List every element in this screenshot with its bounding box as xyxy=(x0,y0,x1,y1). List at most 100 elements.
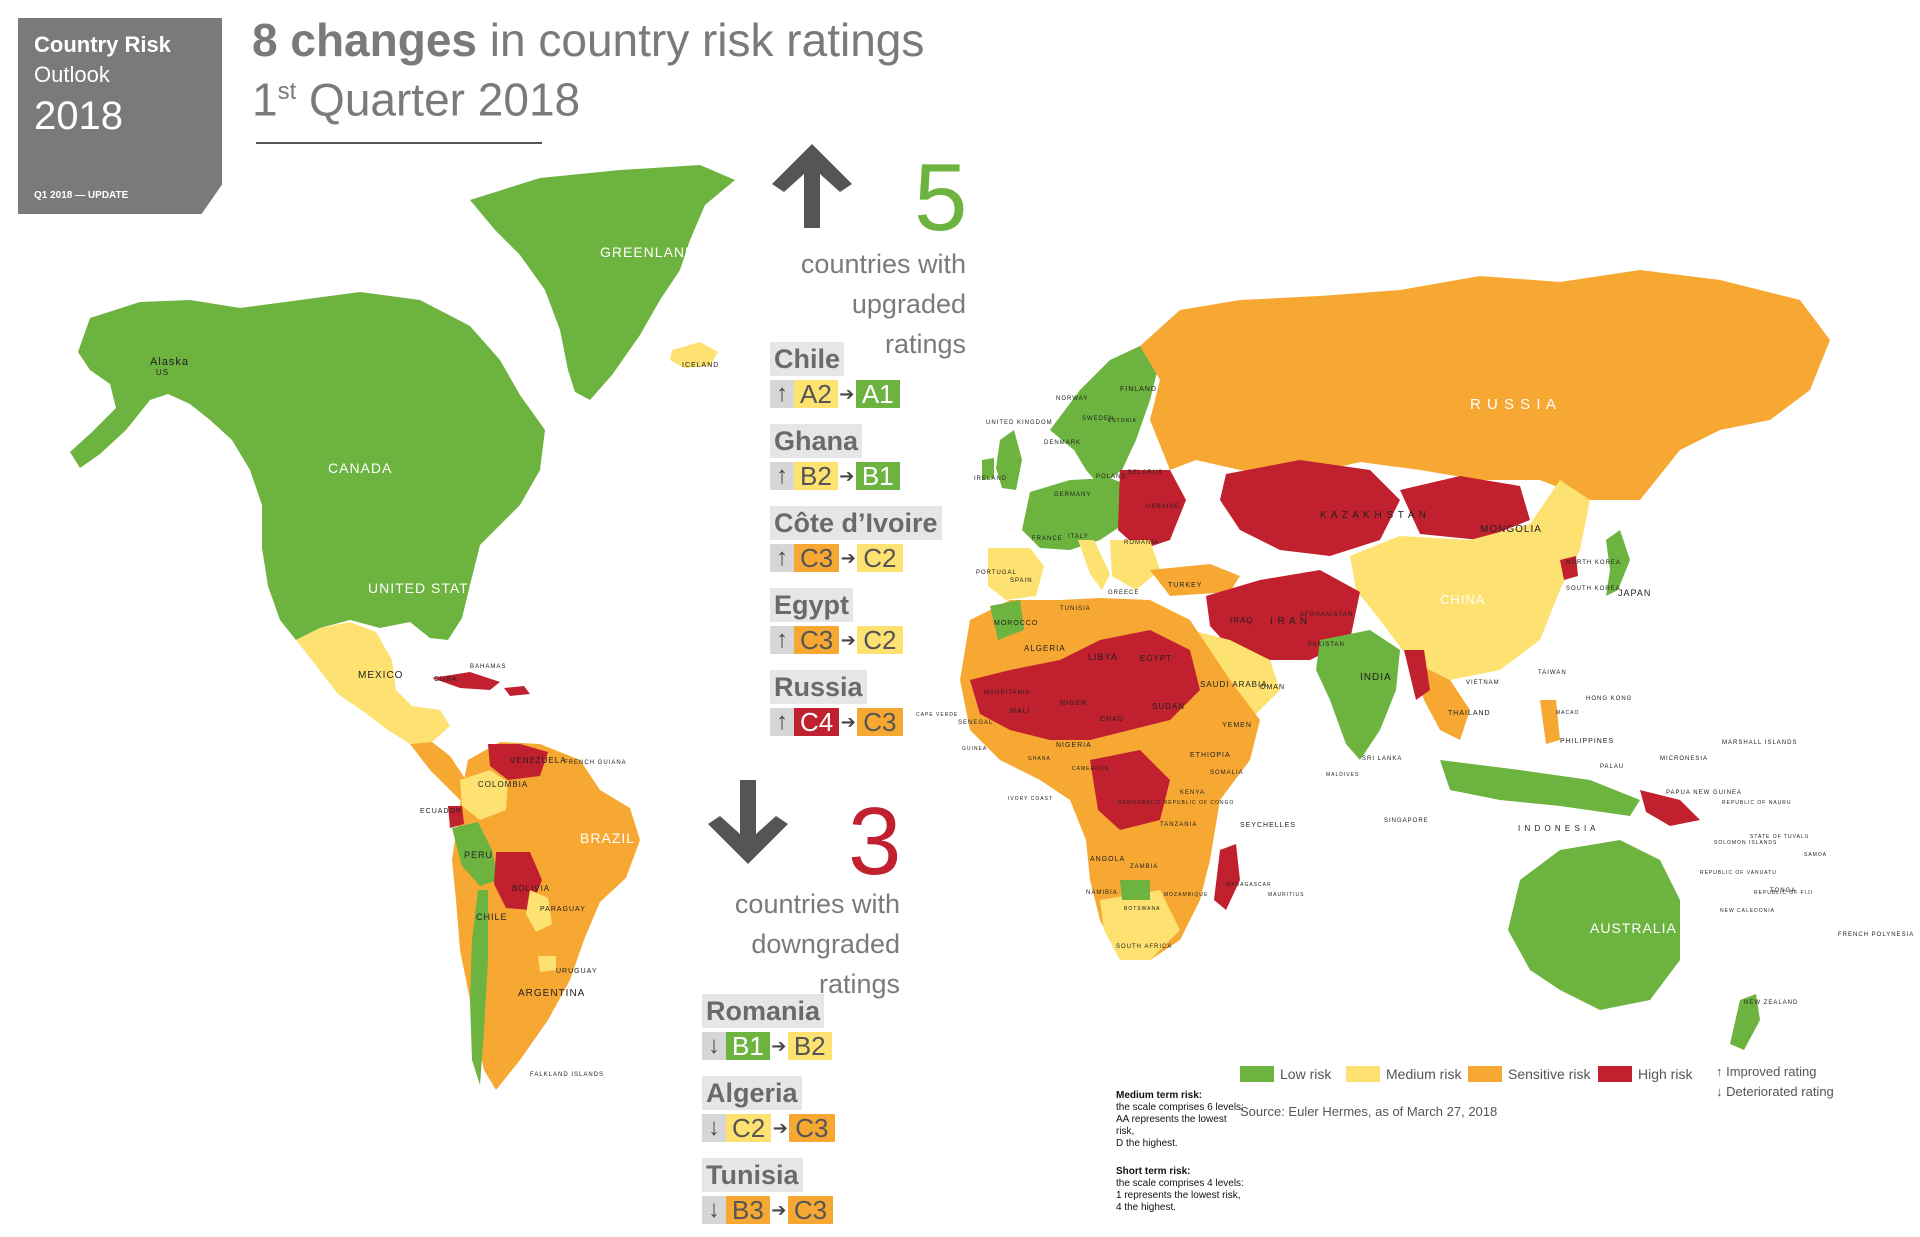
region-turkey xyxy=(1150,564,1240,596)
map-label-new-zealand: NEW ZEALAND xyxy=(1744,1000,1799,1006)
rating-arrow-icon: ↑ xyxy=(770,462,794,490)
map-label-hong-kong: HONG KONG xyxy=(1586,696,1633,702)
map-label-japan: JAPAN xyxy=(1618,588,1652,598)
region-hispaniola xyxy=(504,686,530,696)
legend-label-sensitive: Sensitive risk xyxy=(1508,1066,1591,1082)
rating-row: ↑ C3 ➔ C2 xyxy=(770,544,942,572)
arrow-right-icon: ➔ xyxy=(771,1035,787,1056)
map-label-brazil: BRAZIL xyxy=(580,830,636,846)
map-label-marshall: MARSHALL ISLANDS xyxy=(1722,740,1798,746)
map-label-french-guiana: FRENCH GUIANA xyxy=(564,760,627,766)
map-label-kazakhstan: K A Z A K H S T A N xyxy=(1320,510,1428,521)
region-iberia xyxy=(988,548,1044,600)
map-label-portugal: PORTUGAL xyxy=(976,570,1017,576)
map-label-sri-lanka: SRI LANKA xyxy=(1362,756,1403,762)
map-label-turkey: TURKEY xyxy=(1168,582,1203,589)
map-label-vietnam: VIETNAM xyxy=(1466,680,1500,686)
map-label-uruguay: URUGUAY xyxy=(556,968,598,975)
rating-from: B1 xyxy=(726,1032,770,1060)
rating-row: ↓ B3 ➔ C3 xyxy=(702,1196,834,1224)
quarter-rest: Quarter 2018 xyxy=(296,73,581,126)
arrow-right-icon: ➔ xyxy=(839,383,855,404)
mt-line3: D the highest. xyxy=(1116,1138,1178,1149)
rating-arrow-icon: ↓ xyxy=(702,1114,726,1142)
map-label-alaska-us: US xyxy=(156,368,170,377)
map-label-oman: OMAN xyxy=(1260,684,1285,691)
rating-change-1: Ghana ↑ B2 ➔ B1 xyxy=(770,424,900,490)
map-label-canada: CANADA xyxy=(328,460,393,476)
map-label-ghana: GHANA xyxy=(1028,756,1051,762)
st-line3: 4 the highest. xyxy=(1116,1202,1177,1213)
region-italy xyxy=(1078,540,1110,590)
rating-from: C4 xyxy=(794,708,840,736)
st-title: Short term risk: xyxy=(1116,1166,1191,1177)
headline-rest: in country risk ratings xyxy=(477,14,925,66)
map-label-mongolia: MONGOLIA xyxy=(1480,524,1542,535)
page-title: 8 changes in country risk ratings 1st Qu… xyxy=(252,14,924,125)
map-label-australia: AUSTRALIA xyxy=(1590,920,1677,936)
region-china xyxy=(1350,480,1590,680)
rating-row: ↓ C2 ➔ C3 xyxy=(702,1114,835,1142)
map-label-maldives: MALDIVES xyxy=(1326,772,1360,778)
map-label-tonga: TONGA xyxy=(1770,888,1797,894)
rating-change-1: Algeria ↓ C2 ➔ C3 xyxy=(702,1076,835,1142)
region-scandinavia xyxy=(1050,346,1160,486)
map-label-peru: PERU xyxy=(464,850,494,860)
map-label-saudi-arabia: SAUDI ARABIA xyxy=(1200,680,1268,689)
map-label-ireland: IRELAND xyxy=(974,476,1008,482)
map-label-belarus: BELARUS xyxy=(1128,470,1164,476)
map-label-ethiopia: ETHIOPIA xyxy=(1190,752,1231,759)
rating-country: Russia xyxy=(770,670,867,704)
map-label-estonia: ESTONIA xyxy=(1108,418,1137,424)
region-west-europe xyxy=(1022,478,1140,550)
tag-subtitle: Outlook xyxy=(34,62,110,87)
map-label-new-caledonia: NEW CALEDONIA xyxy=(1720,908,1775,914)
arrow-right-icon: ➔ xyxy=(840,629,856,650)
map-label-namibia: NAMIBIA xyxy=(1086,890,1118,896)
region-drc xyxy=(1090,750,1170,830)
arrow-right-icon: ➔ xyxy=(772,1117,788,1138)
map-label-pakistan: PAKISTAN xyxy=(1308,642,1345,648)
rating-country: Romania xyxy=(702,994,825,1028)
rating-country: Tunisia xyxy=(702,1158,803,1192)
map-label-mali: MALI xyxy=(1010,708,1031,715)
region-iran-central xyxy=(1206,570,1360,660)
map-label-fiji: REPUBLIC OF FIJI xyxy=(1754,890,1814,896)
legend-improved: ↑ Improved rating xyxy=(1716,1064,1817,1079)
map-label-north-korea: NORTH KOREA xyxy=(1566,560,1621,566)
map-label-vanuatu: REPUBLIC OF VANUATU xyxy=(1700,870,1777,876)
map-label-venezuela: VENEZUELA xyxy=(510,756,567,765)
map-label-mexico: MEXICO xyxy=(358,670,404,681)
map-label-mauritania: MAURITANIA xyxy=(984,690,1031,696)
map-label-italy: ITALY xyxy=(1068,534,1089,540)
map-label-morocco: MOROCCO xyxy=(994,620,1039,627)
map-label-kenya: KENYA xyxy=(1180,790,1205,796)
legend-swatch-low xyxy=(1240,1066,1274,1082)
map-label-philippines: PHILIPPINES xyxy=(1560,738,1615,745)
rating-from: B3 xyxy=(726,1196,770,1224)
region-russia xyxy=(1140,270,1830,500)
downgrade-desc-line2: downgraded xyxy=(751,929,900,959)
rating-change-2: Côte d’Ivoire ↑ C3 ➔ C2 xyxy=(770,506,942,572)
legend-label-low: Low risk xyxy=(1280,1066,1332,1082)
region-chile xyxy=(470,890,488,1085)
rating-arrow-icon: ↑ xyxy=(770,544,794,572)
map-label-libya: LIBYA xyxy=(1088,652,1118,662)
rating-to: C2 xyxy=(857,626,903,654)
map-label-botswana: BOTSWANA xyxy=(1124,906,1161,912)
tag-update: Q1 2018 — UPDATE xyxy=(34,190,129,201)
region-korea-north xyxy=(1560,556,1578,580)
rating-to: C3 xyxy=(857,708,903,736)
headline-divider xyxy=(256,142,542,144)
legend-label-medium: Medium risk xyxy=(1386,1066,1462,1082)
map-label-argentina: ARGENTINA xyxy=(518,988,586,999)
map-label-iraq: IRAQ xyxy=(1230,616,1254,625)
map-label-nauru: REPUBLIC OF NAURU xyxy=(1722,800,1792,806)
downgrade-count: 3 xyxy=(848,788,902,895)
region-uk xyxy=(996,430,1022,490)
rating-country: Ghana xyxy=(770,424,863,458)
tag-year: 2018 xyxy=(34,94,123,138)
region-uruguay xyxy=(538,956,556,972)
rating-arrow-icon: ↓ xyxy=(702,1032,726,1060)
rating-change-0: Chile ↑ A2 ➔ A1 xyxy=(770,342,900,408)
